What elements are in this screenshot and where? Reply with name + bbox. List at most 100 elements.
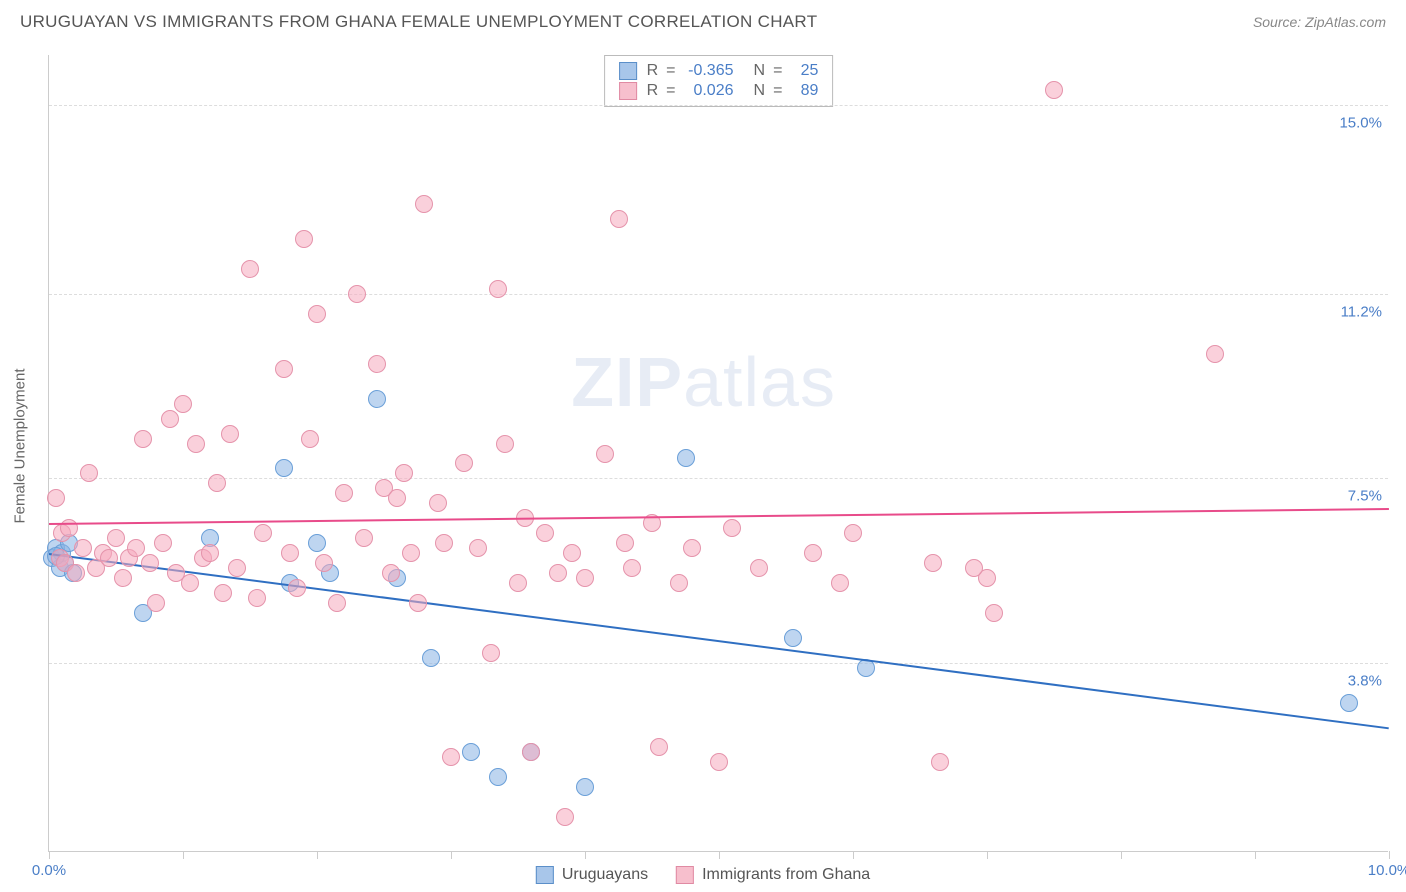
data-point — [429, 494, 447, 512]
data-point — [382, 564, 400, 582]
x-tick — [1389, 851, 1390, 859]
data-point — [677, 449, 695, 467]
data-point — [107, 529, 125, 547]
data-point — [187, 435, 205, 453]
data-point — [402, 544, 420, 562]
grid-line — [49, 663, 1388, 664]
data-point — [616, 534, 634, 552]
data-point — [723, 519, 741, 537]
data-point — [831, 574, 849, 592]
data-point — [784, 629, 802, 647]
data-point — [1206, 345, 1224, 363]
x-tick-label: 0.0% — [32, 862, 66, 879]
data-point — [710, 753, 728, 771]
data-point — [100, 549, 118, 567]
x-tick — [1255, 851, 1256, 859]
legend-item: Immigrants from Ghana — [676, 866, 870, 884]
grid-line — [49, 294, 1388, 295]
data-point — [650, 738, 668, 756]
data-point — [214, 584, 232, 602]
data-point — [596, 445, 614, 463]
x-tick-label: 10.0% — [1368, 862, 1406, 879]
scatter-chart: ZIPatlas R=-0.365N=25R=0.026N=89 3.8%7.5… — [48, 55, 1388, 852]
x-tick — [49, 851, 50, 859]
data-point — [442, 748, 460, 766]
trend-line — [49, 553, 1389, 729]
data-point — [455, 454, 473, 472]
legend-label: Immigrants from Ghana — [702, 866, 870, 884]
legend-item: Uruguayans — [536, 866, 648, 884]
x-tick — [183, 851, 184, 859]
data-point — [141, 554, 159, 572]
stats-row: R=0.026N=89 — [619, 81, 819, 101]
stat-eq: = — [773, 82, 782, 100]
stats-row: R=-0.365N=25 — [619, 61, 819, 81]
data-point — [328, 594, 346, 612]
data-point — [288, 579, 306, 597]
x-tick — [451, 851, 452, 859]
data-point — [47, 489, 65, 507]
series-swatch — [536, 866, 554, 884]
data-point — [536, 524, 554, 542]
data-point — [549, 564, 567, 582]
x-tick — [1121, 851, 1122, 859]
stat-r-value: -0.365 — [684, 62, 734, 80]
data-point — [221, 425, 239, 443]
data-point — [409, 594, 427, 612]
x-tick — [585, 851, 586, 859]
data-point — [804, 544, 822, 562]
data-point — [556, 808, 574, 826]
data-point — [208, 474, 226, 492]
data-point — [161, 410, 179, 428]
data-point — [422, 649, 440, 667]
x-tick — [317, 851, 318, 859]
data-point — [509, 574, 527, 592]
data-point — [67, 564, 85, 582]
data-point — [154, 534, 172, 552]
data-point — [1340, 694, 1358, 712]
data-point — [74, 539, 92, 557]
data-point — [281, 544, 299, 562]
data-point — [563, 544, 581, 562]
data-point — [127, 539, 145, 557]
stat-n-value: 89 — [790, 82, 818, 100]
x-tick — [987, 851, 988, 859]
data-point — [308, 534, 326, 552]
data-point — [201, 544, 219, 562]
series-swatch — [619, 82, 637, 100]
data-point — [248, 589, 266, 607]
data-point — [1045, 81, 1063, 99]
data-point — [254, 524, 272, 542]
data-point — [134, 430, 152, 448]
stat-r-value: 0.026 — [684, 82, 734, 100]
data-point — [415, 195, 433, 213]
data-point — [750, 559, 768, 577]
data-point — [114, 569, 132, 587]
data-point — [496, 435, 514, 453]
y-axis-title: Female Unemployment — [12, 368, 29, 523]
stat-n-label: N — [754, 82, 766, 100]
series-legend: Uruguayans Immigrants from Ghana — [536, 866, 870, 884]
data-point — [80, 464, 98, 482]
data-point — [435, 534, 453, 552]
grid-line — [49, 478, 1388, 479]
data-point — [623, 559, 641, 577]
stat-eq: = — [666, 62, 675, 80]
data-point — [315, 554, 333, 572]
watermark: ZIPatlas — [571, 342, 836, 422]
series-swatch — [676, 866, 694, 884]
chart-title: URUGUAYAN VS IMMIGRANTS FROM GHANA FEMAL… — [20, 12, 817, 32]
data-point — [181, 574, 199, 592]
data-point — [576, 778, 594, 796]
data-point — [965, 559, 983, 577]
data-point — [241, 260, 259, 278]
data-point — [489, 768, 507, 786]
data-point — [348, 285, 366, 303]
data-point — [610, 210, 628, 228]
stat-r-label: R — [647, 82, 659, 100]
grid-line — [49, 105, 1388, 106]
data-point — [308, 305, 326, 323]
data-point — [355, 529, 373, 547]
legend-label: Uruguayans — [562, 866, 648, 884]
data-point — [683, 539, 701, 557]
